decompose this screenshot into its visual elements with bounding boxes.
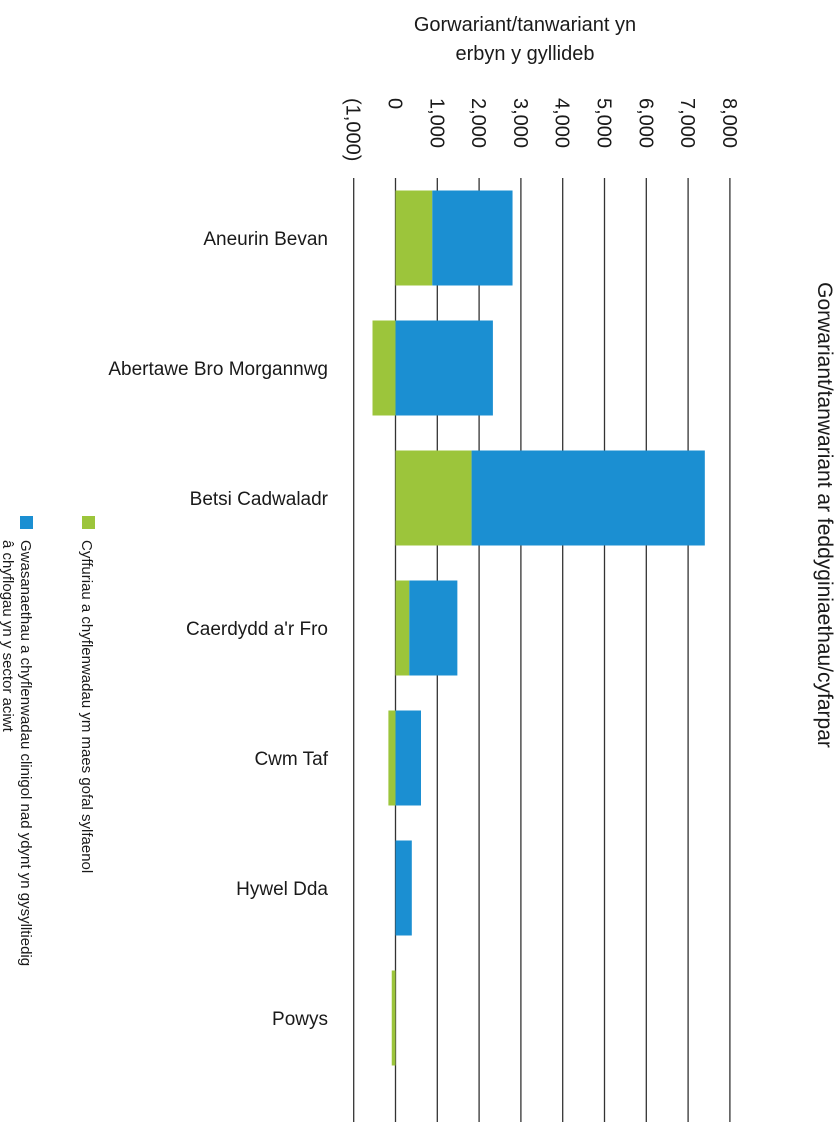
tick-label: 1,000	[425, 98, 447, 148]
category-label: Hywel Dda	[236, 879, 328, 900]
bar-primary-care	[388, 710, 396, 806]
tick-label: 0	[384, 98, 406, 109]
bar-acute-sector	[395, 710, 421, 806]
bar-primary-care	[395, 190, 433, 286]
tick-label: 7,000	[676, 98, 698, 148]
legend-label-primary-care: Cyffuriau a chyflenwadau ym maes gofal s…	[78, 540, 95, 873]
tick-labels: (1,000) 0 1,000 2,000 3,000 4,000 5,000 6,000 7,…	[342, 98, 740, 161]
bar-primary-care	[395, 450, 472, 546]
category-label: Caerdydd a'r Fro	[186, 619, 328, 640]
bar-acute-sector	[409, 580, 458, 676]
x-axis-label: Gorwariant/tanwariant yn erbyn y gyllide…	[414, 14, 636, 65]
bar-acute-sector	[432, 190, 513, 286]
x-axis-label-line2: erbyn y gyllideb	[456, 43, 595, 65]
tick-label: (1,000)	[342, 98, 364, 161]
category-label: Betsi Cadwaladr	[190, 489, 329, 510]
bar-primary-care	[391, 970, 396, 1066]
category-labels: Aneurin Bevan Abertawe Bro Morgannwg Betsi…	[108, 229, 328, 1030]
bars	[372, 190, 705, 1066]
chart-title-text: Gorwariant/tanwariant ar feddyginiaethau…	[813, 282, 836, 748]
bar-primary-care	[395, 580, 410, 676]
category-label: Aneurin Bevan	[203, 229, 328, 250]
tick-label: 4,000	[551, 98, 573, 148]
category-label: Powys	[272, 1009, 328, 1030]
legend-label-acute-sector-line1: Gwasanaethau a chyflenwadau clinigol nad…	[17, 540, 34, 966]
tick-label: 8,000	[718, 98, 740, 148]
bar-acute-sector	[471, 450, 705, 546]
bar-acute-sector	[395, 320, 493, 416]
bar-primary-care	[372, 320, 396, 416]
category-label: Abertawe Bro Morgannwg	[108, 359, 328, 380]
legend: Cyffuriau a chyflenwadau ym maes gofal s…	[0, 516, 95, 966]
tick-label: 5,000	[593, 98, 615, 148]
chart-title: Gorwariant/tanwariant ar feddyginiaethau…	[813, 282, 836, 748]
tick-label: 3,000	[509, 98, 531, 148]
x-axis-label-line1: Gorwariant/tanwariant yn	[414, 14, 636, 36]
tick-label: 2,000	[467, 98, 489, 148]
legend-label-acute-sector-line2: â chyflogau yn y sector aciwt	[0, 540, 16, 733]
bar-acute-sector	[395, 840, 412, 936]
legend-swatch-primary-care	[82, 516, 95, 529]
tick-label: 6,000	[634, 98, 656, 148]
legend-swatch-acute-sector	[20, 516, 33, 529]
category-label: Cwm Taf	[254, 749, 328, 770]
